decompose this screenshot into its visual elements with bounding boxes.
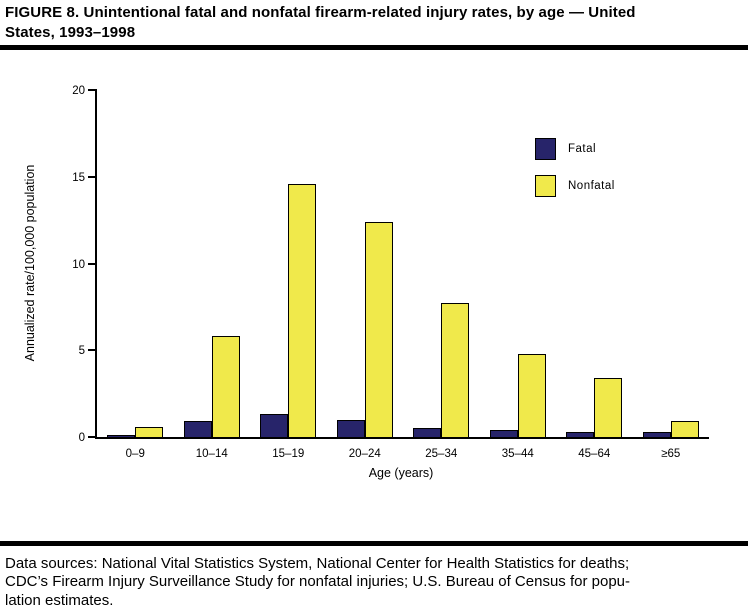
- bar-group: 45–64: [566, 90, 623, 460]
- bar-fatal: [107, 435, 136, 437]
- x-tick-label: 15–19: [272, 448, 305, 460]
- bar-nonfatal: [288, 183, 317, 437]
- bar-fatal: [566, 431, 595, 437]
- bar-fatal: [413, 428, 442, 437]
- legend-swatch-fatal: [535, 138, 556, 160]
- y-tick-label: 5: [78, 345, 85, 358]
- bar-nonfatal: [211, 336, 240, 437]
- y-tick-label: 20: [72, 85, 85, 97]
- plot-area: 0–9 10–14 15–19 20–24 25–34 35–44 45–64 ≥65 Fat…: [72, 85, 709, 460]
- x-tick-label: 20–24: [348, 448, 381, 460]
- bar-groups: 0–9 10–14 15–19 20–24 25–34 35–44 45–64 ≥65: [97, 90, 709, 460]
- x-tick-label: ≥65: [661, 448, 681, 460]
- bottom-rule: [0, 541, 748, 546]
- x-tick-label: 0–9: [125, 448, 145, 460]
- bar-fatal: [183, 421, 212, 437]
- y-tick-mark: [88, 89, 97, 91]
- legend: Fatal Nonfatal: [535, 138, 615, 197]
- y-tick-mark: [88, 349, 97, 352]
- x-tick-label: 10–14: [195, 448, 228, 460]
- legend-swatch-nonfatal: [535, 175, 556, 197]
- x-tick-label: 45–64: [578, 448, 611, 460]
- bar-fatal: [336, 419, 365, 437]
- legend-item-fatal: Fatal: [535, 138, 615, 160]
- bar-group: 0–9: [107, 90, 164, 460]
- x-tick-label: 35–44: [501, 448, 534, 460]
- bar-nonfatal: [364, 221, 393, 437]
- bar-fatal: [489, 430, 518, 437]
- y-tick-mark: [88, 262, 97, 265]
- figure-title: FIGURE 8. Unintentional fatal and nonfat…: [5, 4, 636, 41]
- bar-fatal: [260, 414, 289, 437]
- y-tick-label: 15: [72, 171, 85, 184]
- legend-item-nonfatal: Nonfatal: [535, 175, 615, 197]
- bar-nonfatal: [670, 421, 699, 437]
- y-axis-label: Annualized rate/100,000 population: [23, 164, 37, 362]
- legend-label-nonfatal: Nonfatal: [568, 180, 615, 192]
- bar-fatal: [642, 431, 671, 437]
- data-sources: Data sources: National Vital Statistics …: [5, 555, 630, 609]
- bar-nonfatal: [517, 353, 546, 437]
- x-tick-label: 25–34: [425, 448, 458, 460]
- bar-group: ≥65: [642, 90, 699, 460]
- bar-group: 10–14: [183, 90, 240, 460]
- legend-label-fatal: Fatal: [568, 143, 597, 155]
- bar-group: 20–24: [336, 90, 393, 460]
- x-axis-label: Age (years): [368, 466, 434, 480]
- bar-group: 35–44: [489, 90, 546, 460]
- y-tick-label: 0: [78, 432, 85, 444]
- bar-group: 15–19: [260, 90, 317, 460]
- y-tick-mark: [88, 175, 97, 178]
- y-tick-label: 10: [72, 258, 85, 271]
- bar-group: 25–34: [413, 90, 470, 460]
- top-rule: [0, 45, 748, 50]
- bar-nonfatal: [135, 426, 164, 437]
- bar-nonfatal: [441, 303, 470, 437]
- y-tick-mark: [88, 436, 97, 438]
- bar-nonfatal: [594, 378, 623, 437]
